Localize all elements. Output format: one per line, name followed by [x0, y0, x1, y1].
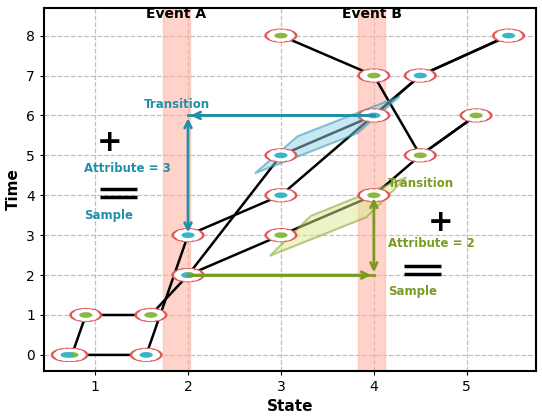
Circle shape [58, 349, 86, 361]
Circle shape [175, 269, 202, 281]
Circle shape [274, 152, 288, 158]
Text: Sample: Sample [388, 284, 437, 297]
Circle shape [460, 108, 493, 123]
Circle shape [367, 73, 380, 79]
Circle shape [360, 110, 388, 121]
Circle shape [182, 272, 195, 278]
Circle shape [357, 108, 390, 123]
Polygon shape [255, 96, 400, 173]
Circle shape [61, 352, 74, 358]
X-axis label: State: State [267, 399, 313, 415]
Circle shape [182, 232, 195, 238]
Circle shape [175, 229, 202, 241]
Circle shape [144, 312, 158, 318]
Text: +: + [428, 208, 453, 237]
Text: Transition: Transition [144, 97, 210, 110]
Text: Attribute = 2: Attribute = 2 [388, 237, 475, 250]
Circle shape [54, 349, 81, 361]
Circle shape [264, 188, 298, 202]
Circle shape [175, 269, 202, 281]
Bar [358, 8, 385, 371]
Circle shape [414, 73, 427, 79]
Circle shape [360, 189, 388, 201]
Text: Sample: Sample [84, 209, 133, 222]
Circle shape [502, 33, 515, 39]
Text: Transition: Transition [388, 178, 454, 190]
Circle shape [414, 152, 427, 158]
Circle shape [134, 308, 167, 322]
Circle shape [404, 68, 437, 83]
Circle shape [137, 309, 165, 321]
Circle shape [130, 348, 163, 362]
Circle shape [55, 348, 88, 362]
Circle shape [171, 228, 204, 242]
Circle shape [357, 68, 390, 83]
Circle shape [492, 29, 525, 43]
Circle shape [264, 148, 298, 163]
Text: Attribute = 3: Attribute = 3 [84, 162, 171, 175]
Text: +: + [97, 128, 122, 157]
Circle shape [267, 229, 295, 241]
Circle shape [267, 189, 295, 201]
Circle shape [79, 312, 93, 318]
Text: Event B: Event B [341, 7, 402, 21]
Circle shape [357, 188, 390, 202]
Circle shape [133, 349, 160, 361]
Circle shape [367, 192, 380, 198]
Circle shape [274, 232, 288, 238]
Circle shape [406, 150, 434, 161]
Circle shape [274, 33, 288, 39]
Bar [163, 8, 190, 371]
Circle shape [72, 309, 100, 321]
Circle shape [182, 272, 195, 278]
Circle shape [404, 148, 437, 163]
Circle shape [462, 110, 490, 121]
Circle shape [65, 352, 79, 358]
Circle shape [495, 30, 522, 42]
Circle shape [171, 268, 204, 282]
Text: Event A: Event A [146, 7, 207, 21]
Circle shape [367, 113, 380, 118]
Circle shape [69, 308, 102, 322]
Circle shape [264, 228, 298, 242]
Circle shape [360, 70, 388, 81]
Circle shape [140, 352, 153, 358]
Circle shape [267, 150, 295, 161]
Circle shape [264, 29, 298, 43]
Circle shape [406, 70, 434, 81]
Polygon shape [270, 177, 406, 256]
Circle shape [51, 348, 84, 362]
Circle shape [171, 268, 204, 282]
Circle shape [274, 192, 288, 198]
Circle shape [469, 113, 483, 118]
Circle shape [267, 30, 295, 42]
Y-axis label: Time: Time [5, 168, 21, 210]
